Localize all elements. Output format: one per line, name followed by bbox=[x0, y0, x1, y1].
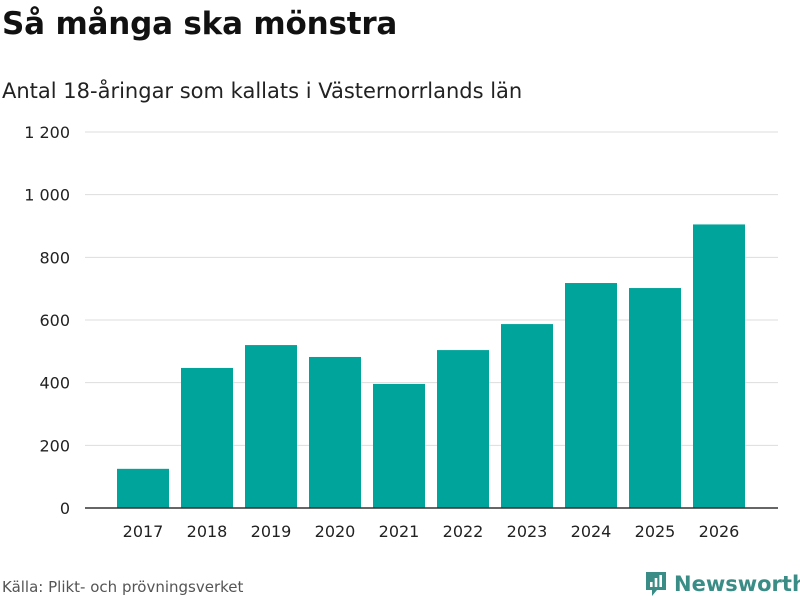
bar-2018 bbox=[181, 367, 233, 508]
bar-2019 bbox=[245, 345, 297, 508]
y-tick-label: 0 bbox=[60, 499, 70, 518]
bar-2020 bbox=[309, 356, 361, 508]
y-tick-label: 200 bbox=[39, 436, 70, 455]
y-tick-label: 600 bbox=[39, 311, 70, 330]
chart-subtitle: Antal 18-åringar som kallats i Västernor… bbox=[2, 79, 523, 103]
bar-2017 bbox=[117, 468, 169, 508]
chart-title: Så många ska mönstra bbox=[2, 6, 398, 42]
y-tick-label: 1 200 bbox=[24, 123, 70, 142]
x-tick-label: 2017 bbox=[123, 522, 164, 541]
y-tick-label: 800 bbox=[39, 248, 70, 267]
bar-2021 bbox=[373, 383, 425, 508]
x-tick-label: 2024 bbox=[571, 522, 612, 541]
x-tick-label: 2025 bbox=[635, 522, 676, 541]
y-tick-label: 400 bbox=[39, 374, 70, 393]
brand-logo: Newsworthy bbox=[644, 568, 800, 600]
bar-2023 bbox=[501, 324, 553, 508]
x-tick-label: 2026 bbox=[699, 522, 740, 541]
bar-2022 bbox=[437, 350, 489, 508]
bar-2024 bbox=[565, 283, 617, 508]
brand-name: Newsworthy bbox=[674, 572, 800, 596]
x-tick-label: 2022 bbox=[443, 522, 484, 541]
x-tick-label: 2021 bbox=[379, 522, 420, 541]
x-tick-label: 2023 bbox=[507, 522, 548, 541]
newsworthy-logo-icon bbox=[646, 572, 666, 596]
bar-2026 bbox=[693, 224, 745, 508]
x-tick-label: 2020 bbox=[315, 522, 356, 541]
x-tick-label: 2018 bbox=[187, 522, 228, 541]
x-tick-label: 2019 bbox=[251, 522, 292, 541]
y-tick-label: 1 000 bbox=[24, 186, 70, 205]
source-note: Källa: Plikt- och prövningsverket bbox=[2, 578, 244, 596]
bar-2025 bbox=[629, 288, 681, 508]
